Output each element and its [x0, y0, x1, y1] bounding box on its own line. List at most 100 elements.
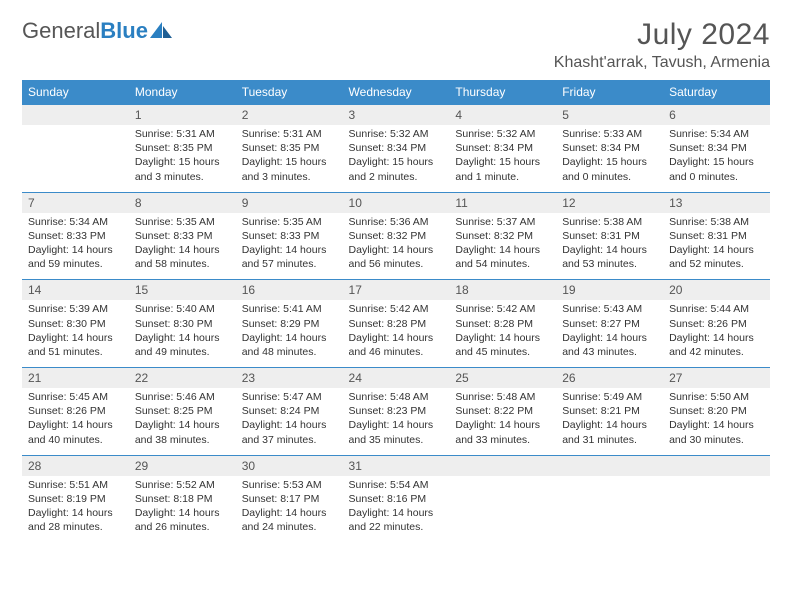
day-line: Sunrise: 5:42 AM	[455, 302, 550, 316]
day-number: 11	[449, 192, 556, 213]
day-number	[449, 455, 556, 476]
day-number: 29	[129, 455, 236, 476]
day-number: 26	[556, 368, 663, 389]
day-line: Sunrise: 5:47 AM	[242, 390, 337, 404]
day-line: Sunset: 8:27 PM	[562, 317, 657, 331]
day-cell: Sunrise: 5:31 AMSunset: 8:35 PMDaylight:…	[129, 125, 236, 192]
day-line: Sunrise: 5:50 AM	[669, 390, 764, 404]
day-line: Sunrise: 5:40 AM	[135, 302, 230, 316]
day-line: and 46 minutes.	[349, 345, 444, 359]
day-line: and 49 minutes.	[135, 345, 230, 359]
day-line: and 48 minutes.	[242, 345, 337, 359]
day-number: 25	[449, 368, 556, 389]
day-line: Sunrise: 5:34 AM	[28, 215, 123, 229]
day-cell: Sunrise: 5:49 AMSunset: 8:21 PMDaylight:…	[556, 388, 663, 455]
day-number: 20	[663, 280, 770, 301]
day-line: and 58 minutes.	[135, 257, 230, 271]
day-line: Daylight: 14 hours	[28, 418, 123, 432]
day-line: and 3 minutes.	[135, 170, 230, 184]
day-line: Sunset: 8:29 PM	[242, 317, 337, 331]
weekday-header: Wednesday	[343, 80, 450, 105]
day-number: 15	[129, 280, 236, 301]
day-line: Daylight: 14 hours	[135, 418, 230, 432]
day-line: Sunset: 8:19 PM	[28, 492, 123, 506]
day-line: and 54 minutes.	[455, 257, 550, 271]
day-line: Sunrise: 5:31 AM	[135, 127, 230, 141]
day-cell: Sunrise: 5:48 AMSunset: 8:22 PMDaylight:…	[449, 388, 556, 455]
day-line: Daylight: 14 hours	[669, 331, 764, 345]
day-cell: Sunrise: 5:52 AMSunset: 8:18 PMDaylight:…	[129, 476, 236, 543]
day-number-row: 123456	[22, 105, 770, 126]
day-line: Sunset: 8:33 PM	[242, 229, 337, 243]
day-line: Sunset: 8:35 PM	[135, 141, 230, 155]
day-number: 18	[449, 280, 556, 301]
day-line: Daylight: 14 hours	[28, 331, 123, 345]
day-number: 3	[343, 105, 450, 126]
day-line: Daylight: 14 hours	[562, 331, 657, 345]
day-line: and 59 minutes.	[28, 257, 123, 271]
day-line: Sunrise: 5:38 AM	[562, 215, 657, 229]
day-line: Sunset: 8:34 PM	[669, 141, 764, 155]
day-number	[556, 455, 663, 476]
day-line: Sunset: 8:20 PM	[669, 404, 764, 418]
day-line: Daylight: 15 hours	[455, 155, 550, 169]
day-line: Daylight: 14 hours	[669, 418, 764, 432]
day-line: Daylight: 14 hours	[242, 331, 337, 345]
day-number-row: 21222324252627	[22, 368, 770, 389]
day-line: and 45 minutes.	[455, 345, 550, 359]
day-line: Sunset: 8:25 PM	[135, 404, 230, 418]
day-line: Sunrise: 5:35 AM	[135, 215, 230, 229]
location: Khasht'arrak, Tavush, Armenia	[554, 54, 770, 72]
day-line: Daylight: 14 hours	[28, 506, 123, 520]
day-line: Sunrise: 5:41 AM	[242, 302, 337, 316]
day-line: Daylight: 14 hours	[349, 243, 444, 257]
calendar-body: 123456Sunrise: 5:31 AMSunset: 8:35 PMDay…	[22, 105, 770, 543]
header: GeneralBlue July 2024 Khasht'arrak, Tavu…	[22, 18, 770, 72]
day-line: Sunrise: 5:52 AM	[135, 478, 230, 492]
day-number: 6	[663, 105, 770, 126]
day-number: 28	[22, 455, 129, 476]
day-line: Daylight: 14 hours	[242, 418, 337, 432]
title-block: July 2024 Khasht'arrak, Tavush, Armenia	[554, 18, 770, 72]
day-line: and 33 minutes.	[455, 433, 550, 447]
day-cell: Sunrise: 5:39 AMSunset: 8:30 PMDaylight:…	[22, 300, 129, 367]
day-cell: Sunrise: 5:31 AMSunset: 8:35 PMDaylight:…	[236, 125, 343, 192]
day-number: 13	[663, 192, 770, 213]
day-line: Daylight: 15 hours	[669, 155, 764, 169]
day-number: 19	[556, 280, 663, 301]
day-line: Sunset: 8:24 PM	[242, 404, 337, 418]
day-cell: Sunrise: 5:53 AMSunset: 8:17 PMDaylight:…	[236, 476, 343, 543]
day-number: 1	[129, 105, 236, 126]
day-cell: Sunrise: 5:41 AMSunset: 8:29 PMDaylight:…	[236, 300, 343, 367]
day-line: Sunset: 8:17 PM	[242, 492, 337, 506]
day-cell: Sunrise: 5:43 AMSunset: 8:27 PMDaylight:…	[556, 300, 663, 367]
day-number: 24	[343, 368, 450, 389]
day-line: Daylight: 14 hours	[562, 418, 657, 432]
day-line: and 0 minutes.	[562, 170, 657, 184]
day-cell: Sunrise: 5:54 AMSunset: 8:16 PMDaylight:…	[343, 476, 450, 543]
day-cell: Sunrise: 5:47 AMSunset: 8:24 PMDaylight:…	[236, 388, 343, 455]
day-cell: Sunrise: 5:44 AMSunset: 8:26 PMDaylight:…	[663, 300, 770, 367]
day-number-row: 78910111213	[22, 192, 770, 213]
weekday-header: Tuesday	[236, 80, 343, 105]
day-number: 30	[236, 455, 343, 476]
day-line: Daylight: 14 hours	[455, 331, 550, 345]
day-line: Sunset: 8:32 PM	[349, 229, 444, 243]
day-cell	[663, 476, 770, 543]
day-cell: Sunrise: 5:45 AMSunset: 8:26 PMDaylight:…	[22, 388, 129, 455]
day-number: 7	[22, 192, 129, 213]
day-line: and 57 minutes.	[242, 257, 337, 271]
day-number: 4	[449, 105, 556, 126]
day-cell: Sunrise: 5:38 AMSunset: 8:31 PMDaylight:…	[556, 213, 663, 280]
day-cell: Sunrise: 5:46 AMSunset: 8:25 PMDaylight:…	[129, 388, 236, 455]
day-line: Sunset: 8:16 PM	[349, 492, 444, 506]
day-line: Sunset: 8:21 PM	[562, 404, 657, 418]
logo-text: GeneralBlue	[22, 18, 148, 44]
day-line: Daylight: 14 hours	[28, 243, 123, 257]
day-line: Sunrise: 5:32 AM	[455, 127, 550, 141]
day-line: and 3 minutes.	[242, 170, 337, 184]
weekday-header: Saturday	[663, 80, 770, 105]
day-line: Daylight: 14 hours	[349, 418, 444, 432]
day-line: Sunset: 8:31 PM	[562, 229, 657, 243]
day-line: and 53 minutes.	[562, 257, 657, 271]
